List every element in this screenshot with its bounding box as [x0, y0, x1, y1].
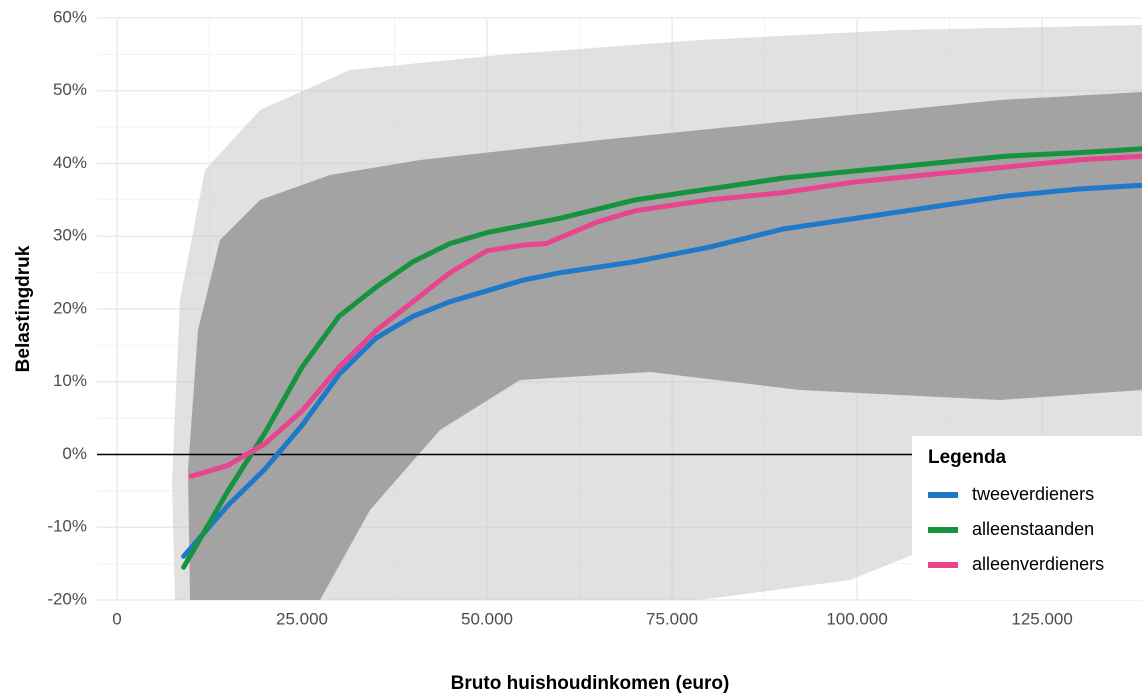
y-axis-title: Belastingdruk: [13, 245, 34, 372]
y-tick-label: 20%: [53, 298, 87, 317]
y-tick-label: 30%: [53, 226, 87, 245]
legend-label: tweeverdieners: [972, 484, 1094, 504]
x-tick-label: 25.000: [276, 609, 328, 628]
lines: [181, 146, 1142, 570]
legend-title: Legenda: [928, 447, 1007, 468]
x-tick-label: 100.000: [826, 609, 887, 628]
y-tick-label: 10%: [53, 371, 87, 390]
x-tick-label: 0: [112, 609, 121, 628]
legend: Legenda tweeverdieners alleenstaanden alle…: [912, 436, 1142, 600]
y-tick-label: 60%: [53, 7, 87, 26]
series-line: [181, 182, 1142, 559]
legend-label: alleenstaanden: [972, 519, 1094, 539]
series-line: [188, 153, 1142, 479]
legend-label: alleenverdieners: [972, 554, 1104, 574]
series-line: [181, 146, 1142, 570]
y-tick-label: 50%: [53, 80, 87, 99]
y-tick-label: 40%: [53, 153, 87, 172]
y-tick-label: -10%: [47, 517, 87, 536]
scatter-cloud: [188, 92, 1142, 600]
x-axis-title: Bruto huishoudinkomen (euro): [451, 673, 730, 694]
y-tick-label: -20%: [47, 589, 87, 608]
x-tick-label: 50.000: [461, 609, 513, 628]
x-tick-label: 125.000: [1011, 609, 1072, 628]
x-tick-label: 75.000: [646, 609, 698, 628]
y-tick-label: 0%: [62, 444, 87, 463]
legend-background: [912, 436, 1142, 600]
